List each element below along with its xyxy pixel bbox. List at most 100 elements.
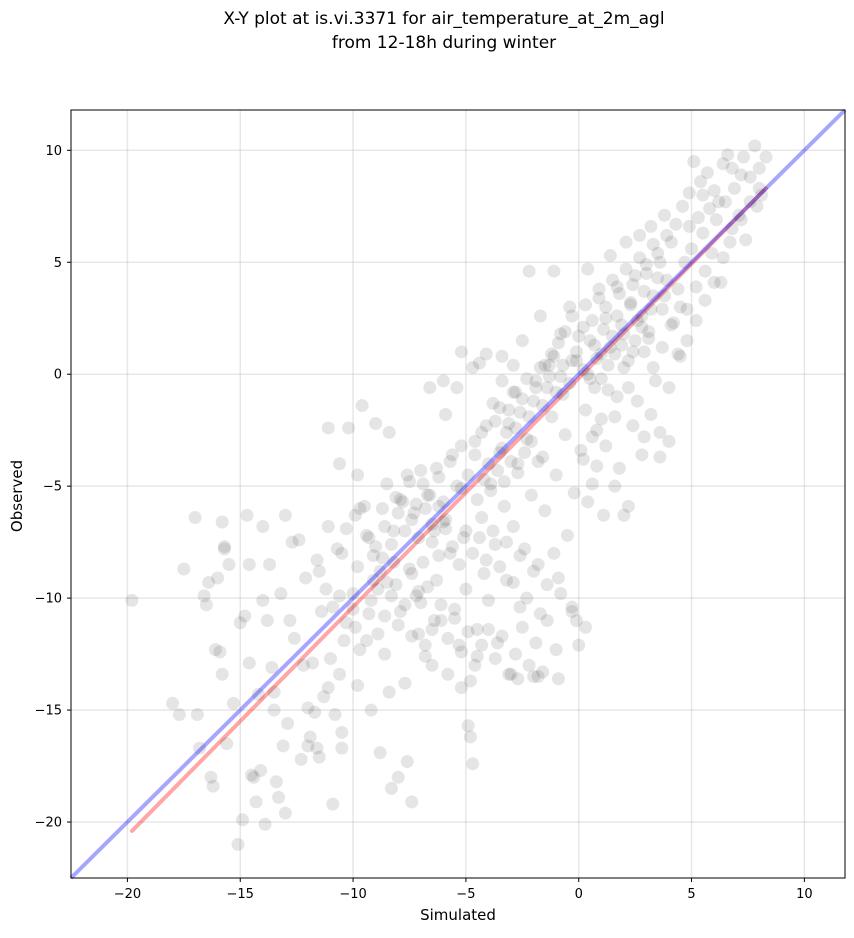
data-point — [416, 555, 430, 569]
y-tick-label: 0 — [54, 368, 62, 383]
data-point — [260, 614, 274, 628]
data-point — [529, 374, 543, 388]
data-point — [479, 347, 493, 361]
data-point — [211, 571, 225, 585]
data-point — [637, 284, 651, 298]
data-point — [671, 347, 685, 361]
data-point — [274, 587, 288, 601]
data-point — [333, 667, 347, 681]
data-point — [610, 390, 624, 404]
data-point — [470, 649, 484, 663]
data-point — [416, 477, 430, 491]
y-axis-label: Observed — [8, 460, 26, 532]
data-point — [592, 291, 606, 305]
data-point — [531, 669, 545, 683]
data-point — [486, 396, 500, 410]
data-point — [475, 511, 489, 525]
data-point — [736, 150, 750, 164]
data-point — [714, 275, 728, 289]
data-point — [615, 318, 629, 332]
data-point — [606, 329, 620, 343]
data-point — [689, 313, 703, 327]
data-point — [371, 582, 385, 596]
data-point — [436, 495, 450, 509]
x-tick-label: −5 — [456, 887, 475, 902]
data-point — [671, 282, 685, 296]
data-point — [425, 622, 439, 636]
data-point — [443, 455, 457, 469]
data-point — [709, 213, 723, 227]
data-point — [418, 649, 432, 663]
data-point — [193, 741, 207, 755]
data-point — [238, 609, 252, 623]
x-tick-label: 0 — [575, 887, 583, 902]
data-point — [423, 488, 437, 502]
data-point — [509, 421, 523, 435]
data-point — [405, 566, 419, 580]
data-point — [689, 280, 703, 294]
data-point — [391, 770, 405, 784]
data-point — [581, 262, 595, 276]
data-point — [515, 620, 529, 634]
data-point — [660, 228, 674, 242]
data-point — [470, 493, 484, 507]
data-point — [272, 790, 286, 804]
data-point — [653, 450, 667, 464]
data-point — [644, 302, 658, 316]
data-point — [601, 358, 615, 372]
data-point — [267, 685, 281, 699]
data-point — [466, 757, 480, 771]
data-point — [393, 605, 407, 619]
data-point — [324, 652, 338, 666]
data-point — [454, 345, 468, 359]
data-point — [633, 251, 647, 265]
data-point — [680, 302, 694, 316]
data-point — [502, 416, 516, 430]
data-point — [412, 584, 426, 598]
data-point — [585, 477, 599, 491]
data-point — [425, 517, 439, 531]
data-point — [603, 340, 617, 354]
data-point — [558, 325, 572, 339]
data-point — [655, 340, 669, 354]
data-point — [251, 687, 265, 701]
data-point — [554, 587, 568, 601]
data-point — [445, 448, 459, 462]
data-point — [166, 696, 180, 710]
data-point — [321, 519, 335, 533]
data-point — [233, 616, 247, 630]
data-point — [497, 475, 511, 489]
data-point — [310, 741, 324, 755]
data-point — [551, 336, 565, 350]
data-point — [425, 535, 439, 549]
data-point — [529, 636, 543, 650]
data-point — [626, 419, 640, 433]
data-point — [723, 235, 737, 249]
data-point — [393, 493, 407, 507]
data-point — [626, 278, 640, 292]
data-point — [497, 499, 511, 513]
data-point — [667, 316, 681, 330]
data-point — [405, 513, 419, 527]
data-point — [208, 643, 222, 657]
data-point — [502, 667, 516, 681]
data-point — [423, 381, 437, 395]
data-point — [468, 434, 482, 448]
data-point — [346, 587, 360, 601]
data-point — [698, 264, 712, 278]
data-point — [335, 725, 349, 739]
data-point — [664, 235, 678, 249]
data-point — [391, 618, 405, 632]
data-point — [750, 199, 764, 213]
data-point — [608, 347, 622, 361]
data-point — [342, 421, 356, 435]
data-point — [172, 708, 186, 722]
data-point — [628, 334, 642, 348]
data-point — [190, 708, 204, 722]
data-point — [743, 170, 757, 184]
data-point — [542, 358, 556, 372]
data-point — [362, 531, 376, 545]
data-point — [506, 519, 520, 533]
data-point — [285, 535, 299, 549]
